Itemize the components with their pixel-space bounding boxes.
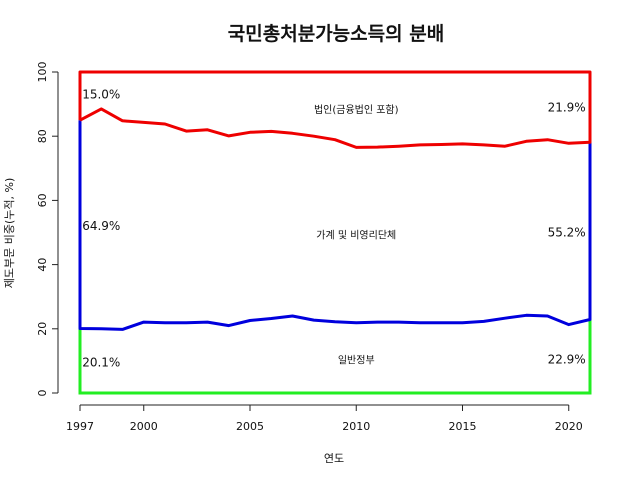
share-annotation: 64.9%: [82, 219, 120, 233]
y-axis-label: 제도부문 비중(누적, %): [3, 178, 16, 288]
x-tick-label: 2000: [130, 420, 158, 433]
band-label: 가계 및 비영리단체: [316, 230, 396, 242]
y-tick-label: 80: [36, 129, 49, 143]
band-label: 일반정부: [338, 354, 375, 366]
share-annotation: 55.2%: [548, 226, 586, 240]
series-lines: [78, 70, 592, 395]
x-tick-label: 2005: [236, 420, 264, 433]
x-tick-label: 2015: [449, 420, 477, 433]
x-tick-label: 1997: [66, 420, 94, 433]
series-gov-boundary: [78, 319, 592, 395]
band-label: 법인(금융법인 포함): [314, 104, 399, 116]
share-annotation: 22.9%: [548, 352, 586, 366]
x-axis: 1997 2000 2005 2010 2015 2020: [66, 404, 583, 433]
series-household-boundary: [78, 120, 592, 331]
share-annotation: 15.0%: [82, 87, 120, 101]
y-tick-label: 40: [36, 258, 49, 272]
y-tick-label: 20: [36, 322, 49, 336]
x-tick-label: 2020: [555, 420, 583, 433]
y-tick-label: 0: [36, 390, 49, 397]
y-tick-label: 100: [36, 62, 49, 83]
y-axis: 0 20 40 60 80 100: [36, 62, 59, 397]
share-annotation: 20.1%: [82, 356, 120, 370]
x-axis-label: 연도: [324, 452, 344, 465]
series-corporate-boundary: [78, 70, 592, 149]
share-annotation: 21.9%: [548, 100, 586, 114]
chart-title: 국민총처분가능소득의 분배: [228, 23, 444, 45]
annotations: 15.0% 21.9% 64.9% 55.2% 20.1% 22.9%: [82, 87, 586, 369]
y-tick-label: 60: [36, 193, 49, 207]
x-tick-label: 2010: [342, 420, 370, 433]
